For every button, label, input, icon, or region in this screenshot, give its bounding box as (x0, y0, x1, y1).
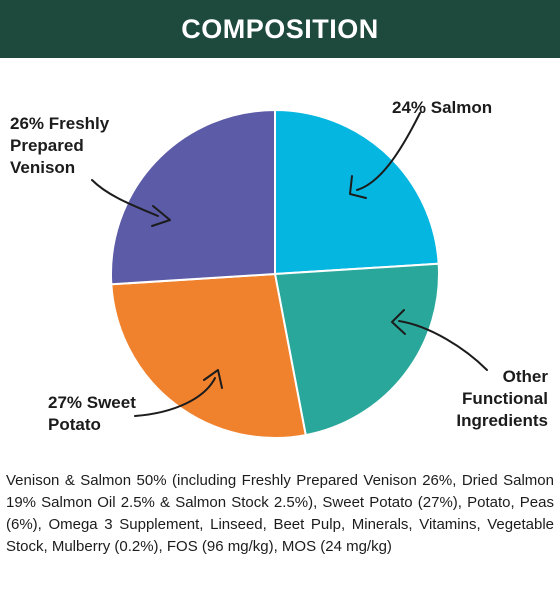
venison-label-line-1: 26% Freshly (10, 114, 110, 133)
potato-label-line-1: 27% Sweet (48, 393, 136, 412)
sweet-potato-slice-label: 27% Sweet Potato (48, 392, 136, 436)
arrow-other (398, 320, 488, 371)
salmon-label-line-1: 24% Salmon (392, 98, 493, 117)
salmon-slice-label: 24% Salmon (392, 97, 492, 119)
arrow-salmon (356, 112, 421, 191)
arrowhead-salmon (349, 175, 367, 199)
arrowhead-potato (203, 369, 223, 389)
pie-slice-other-ingredients (273, 262, 440, 437)
arrowhead-venison (151, 205, 171, 227)
composition-header: COMPOSITION (0, 0, 560, 58)
venison-slice-label: 26% Freshly Prepared Venison (10, 113, 109, 179)
ingredients-description: Venison & Salmon 50% (including Freshly … (6, 472, 554, 555)
pie-slice-sweet-potato (110, 272, 307, 439)
other-label-line-3: Ingredients (456, 411, 548, 430)
label-arrows (91, 112, 488, 417)
potato-label-line-2: Potato (48, 415, 101, 434)
other-label-line-2: Functional (462, 389, 548, 408)
composition-pie-chart (91, 108, 488, 439)
venison-label-line-2: Prepared (10, 136, 84, 155)
header-title: COMPOSITION (181, 13, 379, 44)
pie-slices (110, 108, 440, 439)
arrow-potato (134, 377, 216, 417)
other-ingredients-slice-label: Other Functional Ingredients (456, 366, 548, 432)
pie-slice-venison (110, 108, 276, 286)
pie-slice-salmon (274, 108, 440, 276)
other-label-line-1: Other (502, 367, 548, 386)
arrow-venison (91, 179, 159, 217)
venison-label-line-3: Venison (10, 158, 76, 177)
arrowhead-other (391, 309, 406, 335)
